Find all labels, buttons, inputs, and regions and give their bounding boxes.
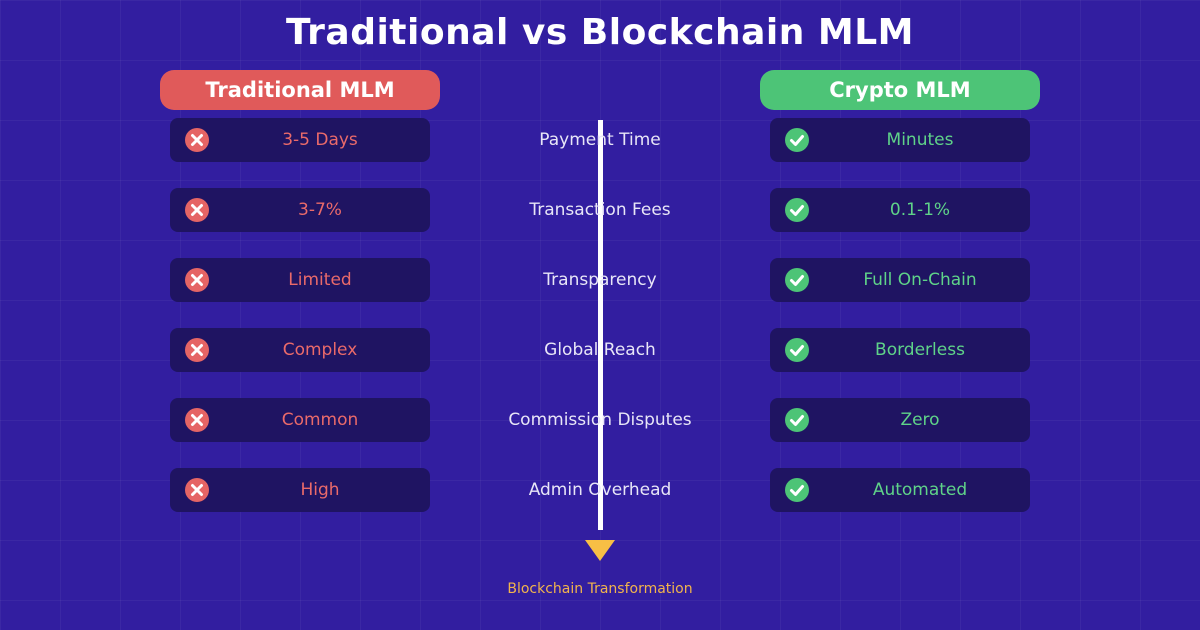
traditional-card: 3-7% [170,188,430,232]
check-circle-icon [785,478,809,502]
blockchain-transformation-caption: Blockchain Transformation [507,581,693,597]
traditional-card: 3-5 Days [170,118,430,162]
traditional-card: Complex [170,328,430,372]
crypto-mlm-header: Crypto MLM [760,70,1040,110]
x-circle-icon [185,478,209,502]
metric-label: Global Reach [544,340,656,360]
page-title: Traditional vs Blockchain MLM [286,12,914,53]
transformation-arrow-head-icon [585,540,615,561]
metric-label: Transaction Fees [529,200,671,220]
check-circle-icon [785,338,809,362]
crypto-value: Zero [900,410,940,430]
crypto-value: Full On-Chain [863,270,977,290]
traditional-card: Common [170,398,430,442]
traditional-card: Limited [170,258,430,302]
crypto-card: Zero [770,398,1030,442]
check-circle-icon [785,408,809,432]
crypto-value: Minutes [886,130,954,150]
crypto-card: Minutes [770,118,1030,162]
crypto-card: Full On-Chain [770,258,1030,302]
traditional-value: 3-7% [298,200,342,220]
crypto-card: Borderless [770,328,1030,372]
check-circle-icon [785,128,809,152]
traditional-mlm-header: Traditional MLM [160,70,440,110]
check-circle-icon [785,198,809,222]
metric-label: Commission Disputes [508,410,692,430]
metric-label: Admin Overhead [528,480,672,500]
x-circle-icon [185,338,209,362]
transformation-arrow-line [598,120,603,530]
crypto-card: 0.1-1% [770,188,1030,232]
metric-label: Payment Time [539,130,661,150]
traditional-value: Common [281,410,359,430]
check-circle-icon [785,268,809,292]
crypto-value: Borderless [875,340,965,360]
crypto-value: 0.1-1% [889,200,951,220]
x-circle-icon [185,268,209,292]
crypto-value: Automated [872,480,968,500]
x-circle-icon [185,198,209,222]
x-circle-icon [185,408,209,432]
traditional-value: Complex [282,340,358,360]
traditional-value: High [300,480,340,500]
crypto-card: Automated [770,468,1030,512]
metric-label: Transparency [543,270,657,290]
x-circle-icon [185,128,209,152]
traditional-value: 3-5 Days [282,130,358,150]
traditional-card: High [170,468,430,512]
traditional-value: Limited [288,270,352,290]
